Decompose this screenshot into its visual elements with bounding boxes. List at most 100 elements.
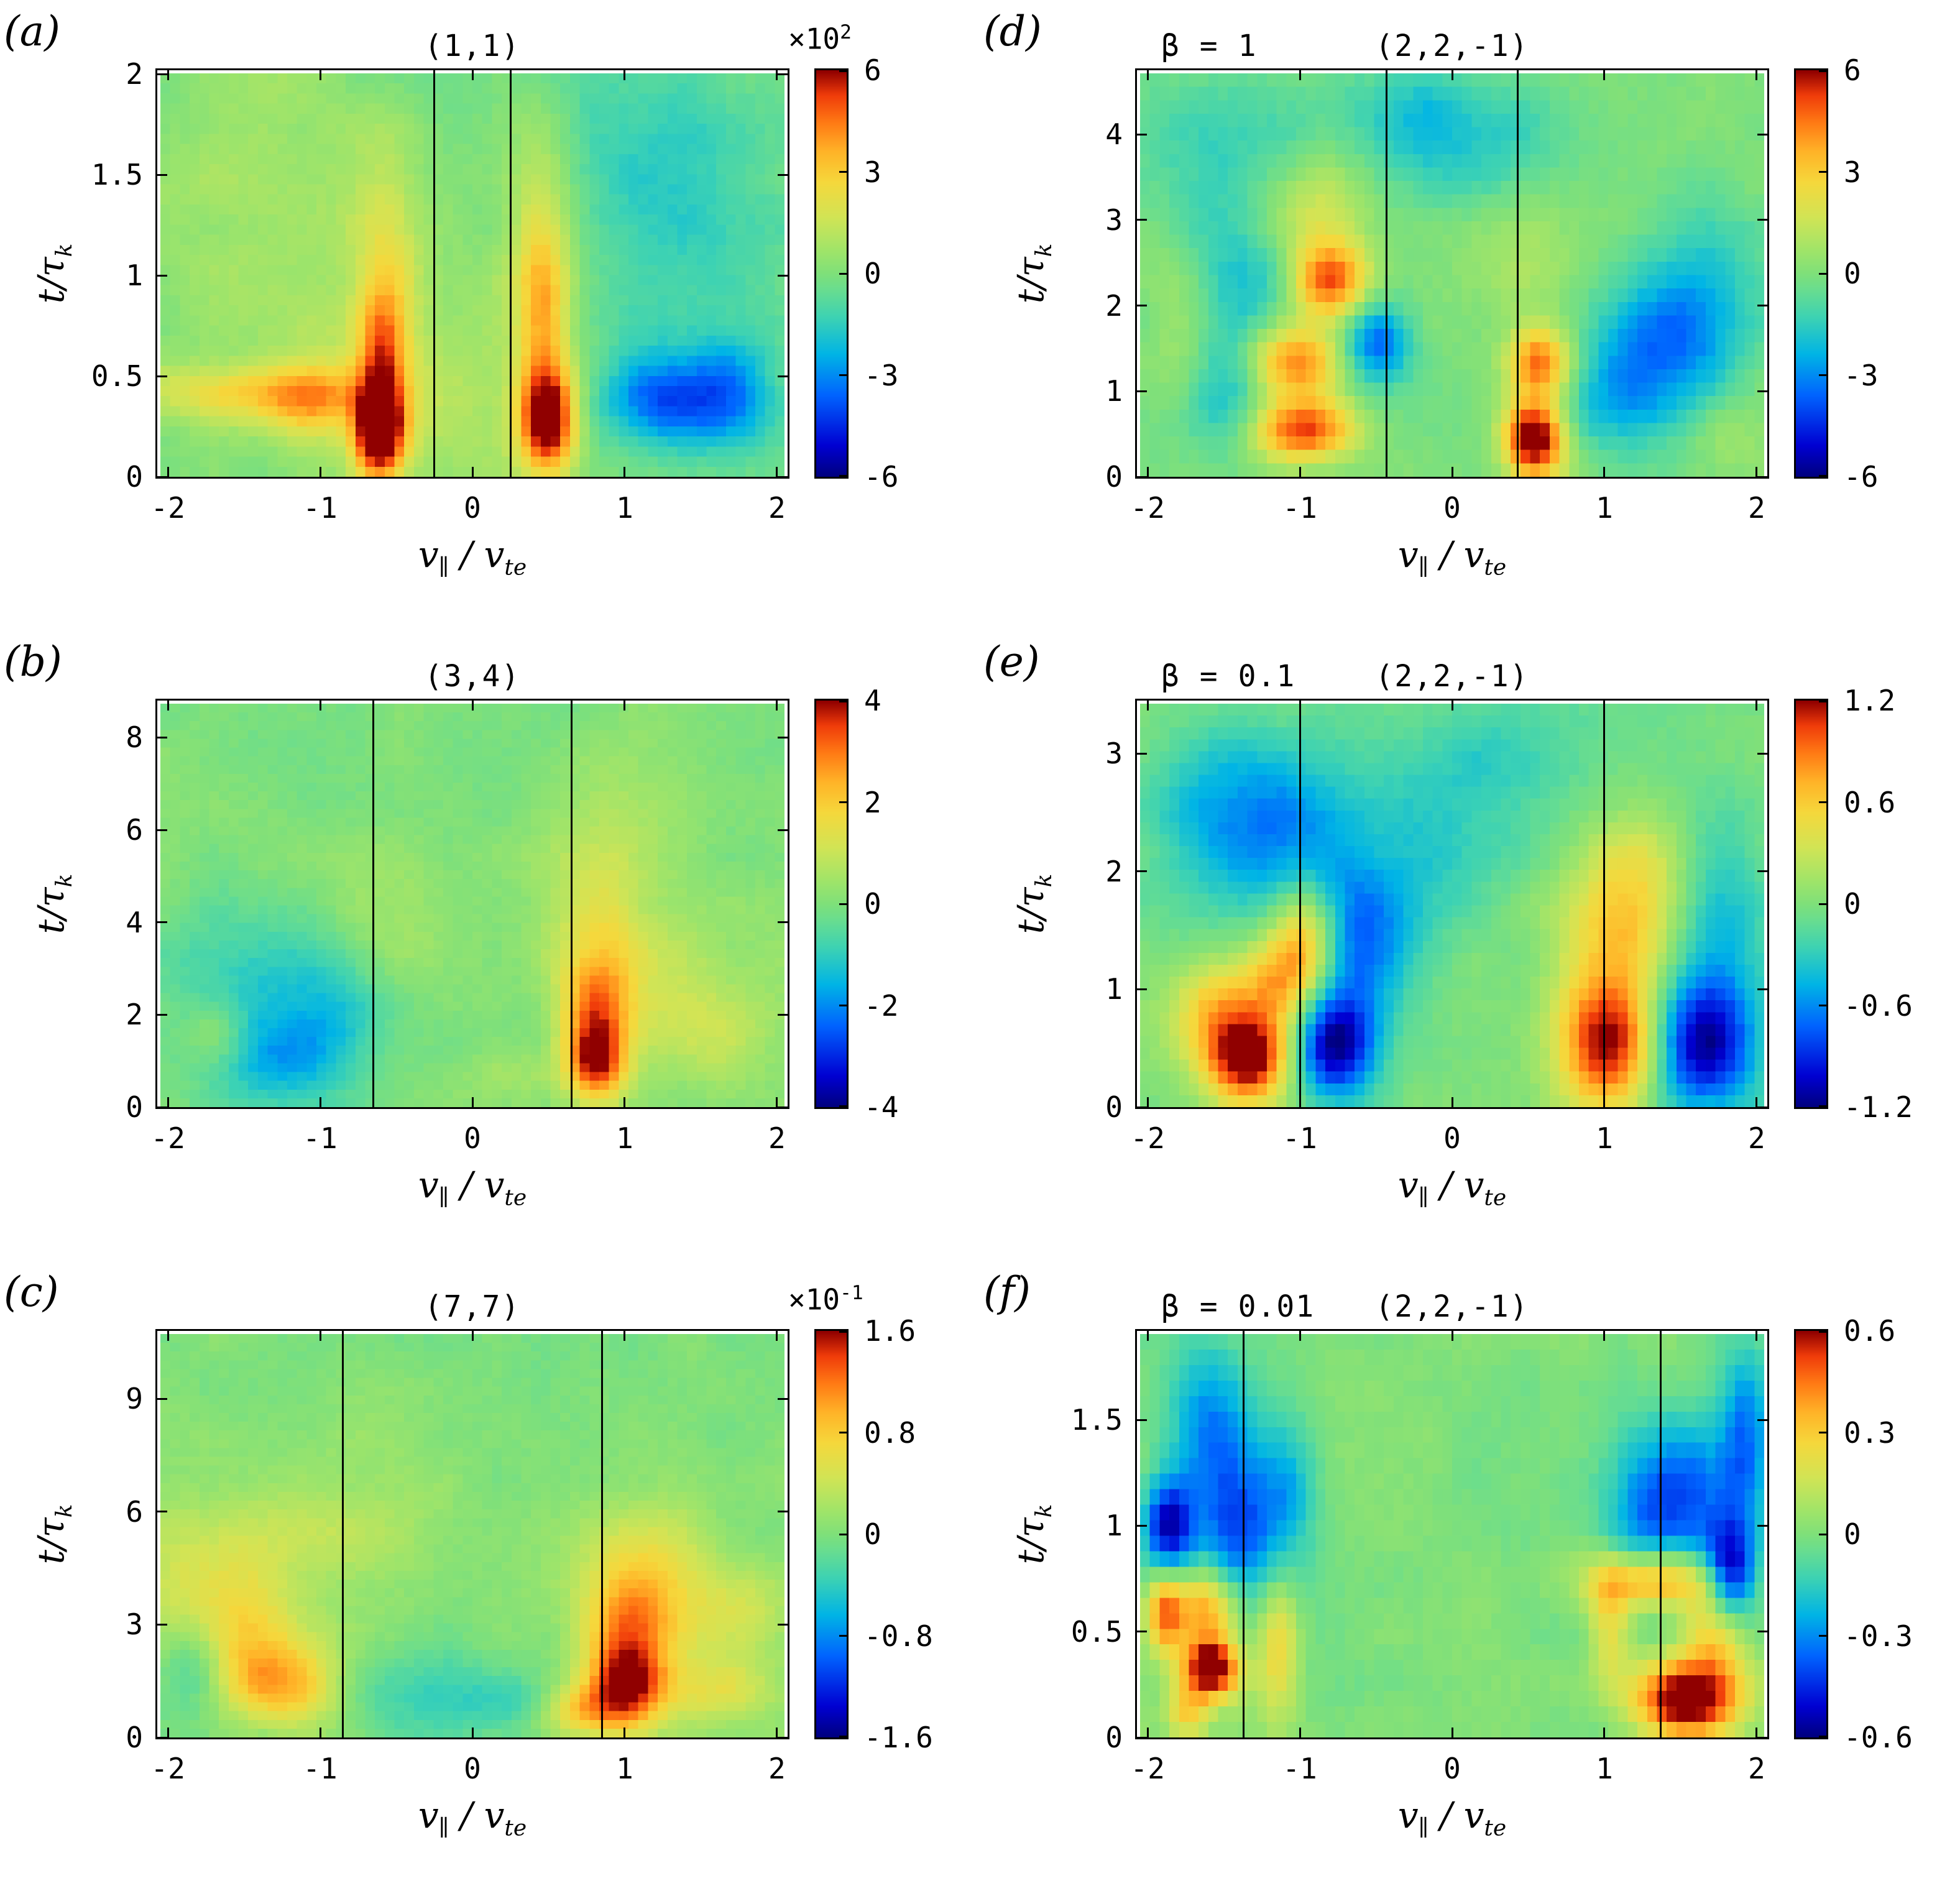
y-tick-label: 9 xyxy=(126,1382,143,1415)
colorbar-tick-label: 0.3 xyxy=(1844,1415,1896,1450)
resonance-line xyxy=(1242,1331,1245,1737)
y-tick-mark xyxy=(157,921,167,924)
heatmap-frame xyxy=(155,68,789,479)
colorbar-tick-label: 0.6 xyxy=(1844,785,1896,819)
colorbar-tick-label: -3 xyxy=(864,358,899,392)
resonance-line xyxy=(570,701,573,1107)
resonance-line xyxy=(372,701,375,1107)
y-tick-mark xyxy=(1137,476,1147,477)
x-tick-label: -1 xyxy=(1282,1752,1317,1785)
x-tick-mark xyxy=(776,701,778,711)
colorbar-tick-label: 0 xyxy=(864,1517,881,1551)
y-tick-label: 1.5 xyxy=(1070,1403,1123,1437)
colorbar xyxy=(1794,699,1828,1109)
colorbar-tick-mark xyxy=(839,1105,847,1107)
y-tick-mark xyxy=(157,1623,167,1626)
y-tick-label: 2 xyxy=(126,57,143,91)
y-tick-label: 0 xyxy=(126,1090,143,1124)
x-axis-label: v∥ / vte xyxy=(1397,1164,1507,1211)
x-tick-mark xyxy=(167,467,169,477)
y-tick-label: 1 xyxy=(1105,1509,1123,1543)
x-tick-mark xyxy=(776,70,778,80)
colorbar-tick-label: 0.6 xyxy=(1844,1314,1896,1348)
x-tick-mark xyxy=(167,701,169,711)
x-tick-label: -2 xyxy=(1130,1752,1165,1785)
resonance-line xyxy=(1603,701,1606,1107)
x-tick-mark xyxy=(471,1728,474,1737)
y-tick-label: 0 xyxy=(126,1721,143,1754)
x-tick-label: -1 xyxy=(303,1752,338,1785)
y-tick-mark xyxy=(1137,219,1147,221)
y-tick-label: 0 xyxy=(1105,460,1123,494)
plot-title: (1,1) xyxy=(424,29,521,63)
x-tick-mark xyxy=(623,1097,626,1107)
x-tick-mark xyxy=(471,1097,474,1107)
y-tick-mark xyxy=(1757,1736,1767,1737)
x-tick-mark xyxy=(319,467,321,477)
y-tick-mark xyxy=(1137,1419,1147,1421)
y-tick-mark xyxy=(157,375,167,377)
x-tick-label: 1 xyxy=(1596,1752,1613,1785)
y-tick-mark xyxy=(778,1623,788,1626)
scale-exponent: 2 xyxy=(840,21,852,44)
y-tick-mark xyxy=(778,921,788,924)
colorbar-tick-mark xyxy=(839,475,847,477)
plot-title: (2,2,-1) xyxy=(1375,659,1529,694)
x-tick-mark xyxy=(167,1097,169,1107)
colorbar-tick-mark xyxy=(839,171,847,173)
colorbar-tick-mark xyxy=(1819,1005,1826,1006)
y-tick-label: 1 xyxy=(1105,972,1123,1006)
colorbar-tick-label: 0 xyxy=(1844,887,1861,921)
y-tick-label: 3 xyxy=(1105,737,1123,771)
x-tick-mark xyxy=(1755,1728,1758,1737)
x-tick-mark xyxy=(471,70,474,80)
resonance-line xyxy=(1386,70,1388,477)
x-tick-mark xyxy=(623,1728,626,1737)
x-tick-mark xyxy=(1451,467,1453,477)
colorbar-tick-label: -1.2 xyxy=(1844,1090,1913,1124)
colorbar-tick-mark xyxy=(839,801,847,803)
x-tick-label: -2 xyxy=(1130,1121,1165,1155)
y-tick-mark xyxy=(1757,390,1767,392)
y-tick-mark xyxy=(1137,870,1147,873)
y-tick-mark xyxy=(1757,305,1767,307)
x-tick-mark xyxy=(1451,1331,1453,1341)
x-tick-mark xyxy=(471,1331,474,1341)
x-tick-mark xyxy=(1299,1331,1301,1341)
heatmap-frame xyxy=(1135,68,1769,479)
colorbar xyxy=(1794,1329,1828,1739)
x-tick-mark xyxy=(167,70,169,80)
colorbar-tick-mark xyxy=(1819,1533,1826,1535)
panel-index-label: (e) xyxy=(983,638,1040,686)
x-tick-label: 1 xyxy=(616,491,633,525)
colorbar-tick-mark xyxy=(839,1635,847,1637)
x-tick-label: 2 xyxy=(768,1121,786,1155)
y-tick-mark xyxy=(157,73,167,75)
y-tick-mark xyxy=(157,476,167,477)
colorbar-tick-mark xyxy=(839,70,847,72)
colorbar xyxy=(1794,68,1828,479)
colorbar-tick-label: -0.6 xyxy=(1844,988,1913,1023)
x-tick-label: -2 xyxy=(150,1121,185,1155)
x-tick-mark xyxy=(167,1331,169,1341)
y-tick-mark xyxy=(1757,870,1767,873)
colorbar-tick-label: 1.6 xyxy=(864,1314,916,1348)
colorbar-tick-mark xyxy=(1819,701,1826,702)
colorbar-tick-label: 0 xyxy=(864,887,881,921)
resonance-line xyxy=(1516,70,1519,477)
panel-index-label: (f) xyxy=(983,1268,1031,1316)
y-tick-mark xyxy=(1137,752,1147,755)
colorbar-tick-label: 0.8 xyxy=(864,1415,916,1450)
y-tick-mark xyxy=(157,829,167,831)
x-tick-label: 0 xyxy=(464,491,481,525)
x-tick-mark xyxy=(319,1097,321,1107)
y-tick-mark xyxy=(1137,1106,1147,1107)
beta-label: β = 0.1 xyxy=(1161,659,1296,694)
colorbar-tick-label: -0.8 xyxy=(864,1619,933,1653)
y-tick-label: 0.5 xyxy=(91,359,143,393)
x-tick-mark xyxy=(1603,70,1606,80)
x-tick-mark xyxy=(776,1728,778,1737)
y-tick-label: 2 xyxy=(1105,288,1123,323)
beta-label: β = 1 xyxy=(1161,29,1258,63)
scale-exponent: -1 xyxy=(840,1282,863,1304)
